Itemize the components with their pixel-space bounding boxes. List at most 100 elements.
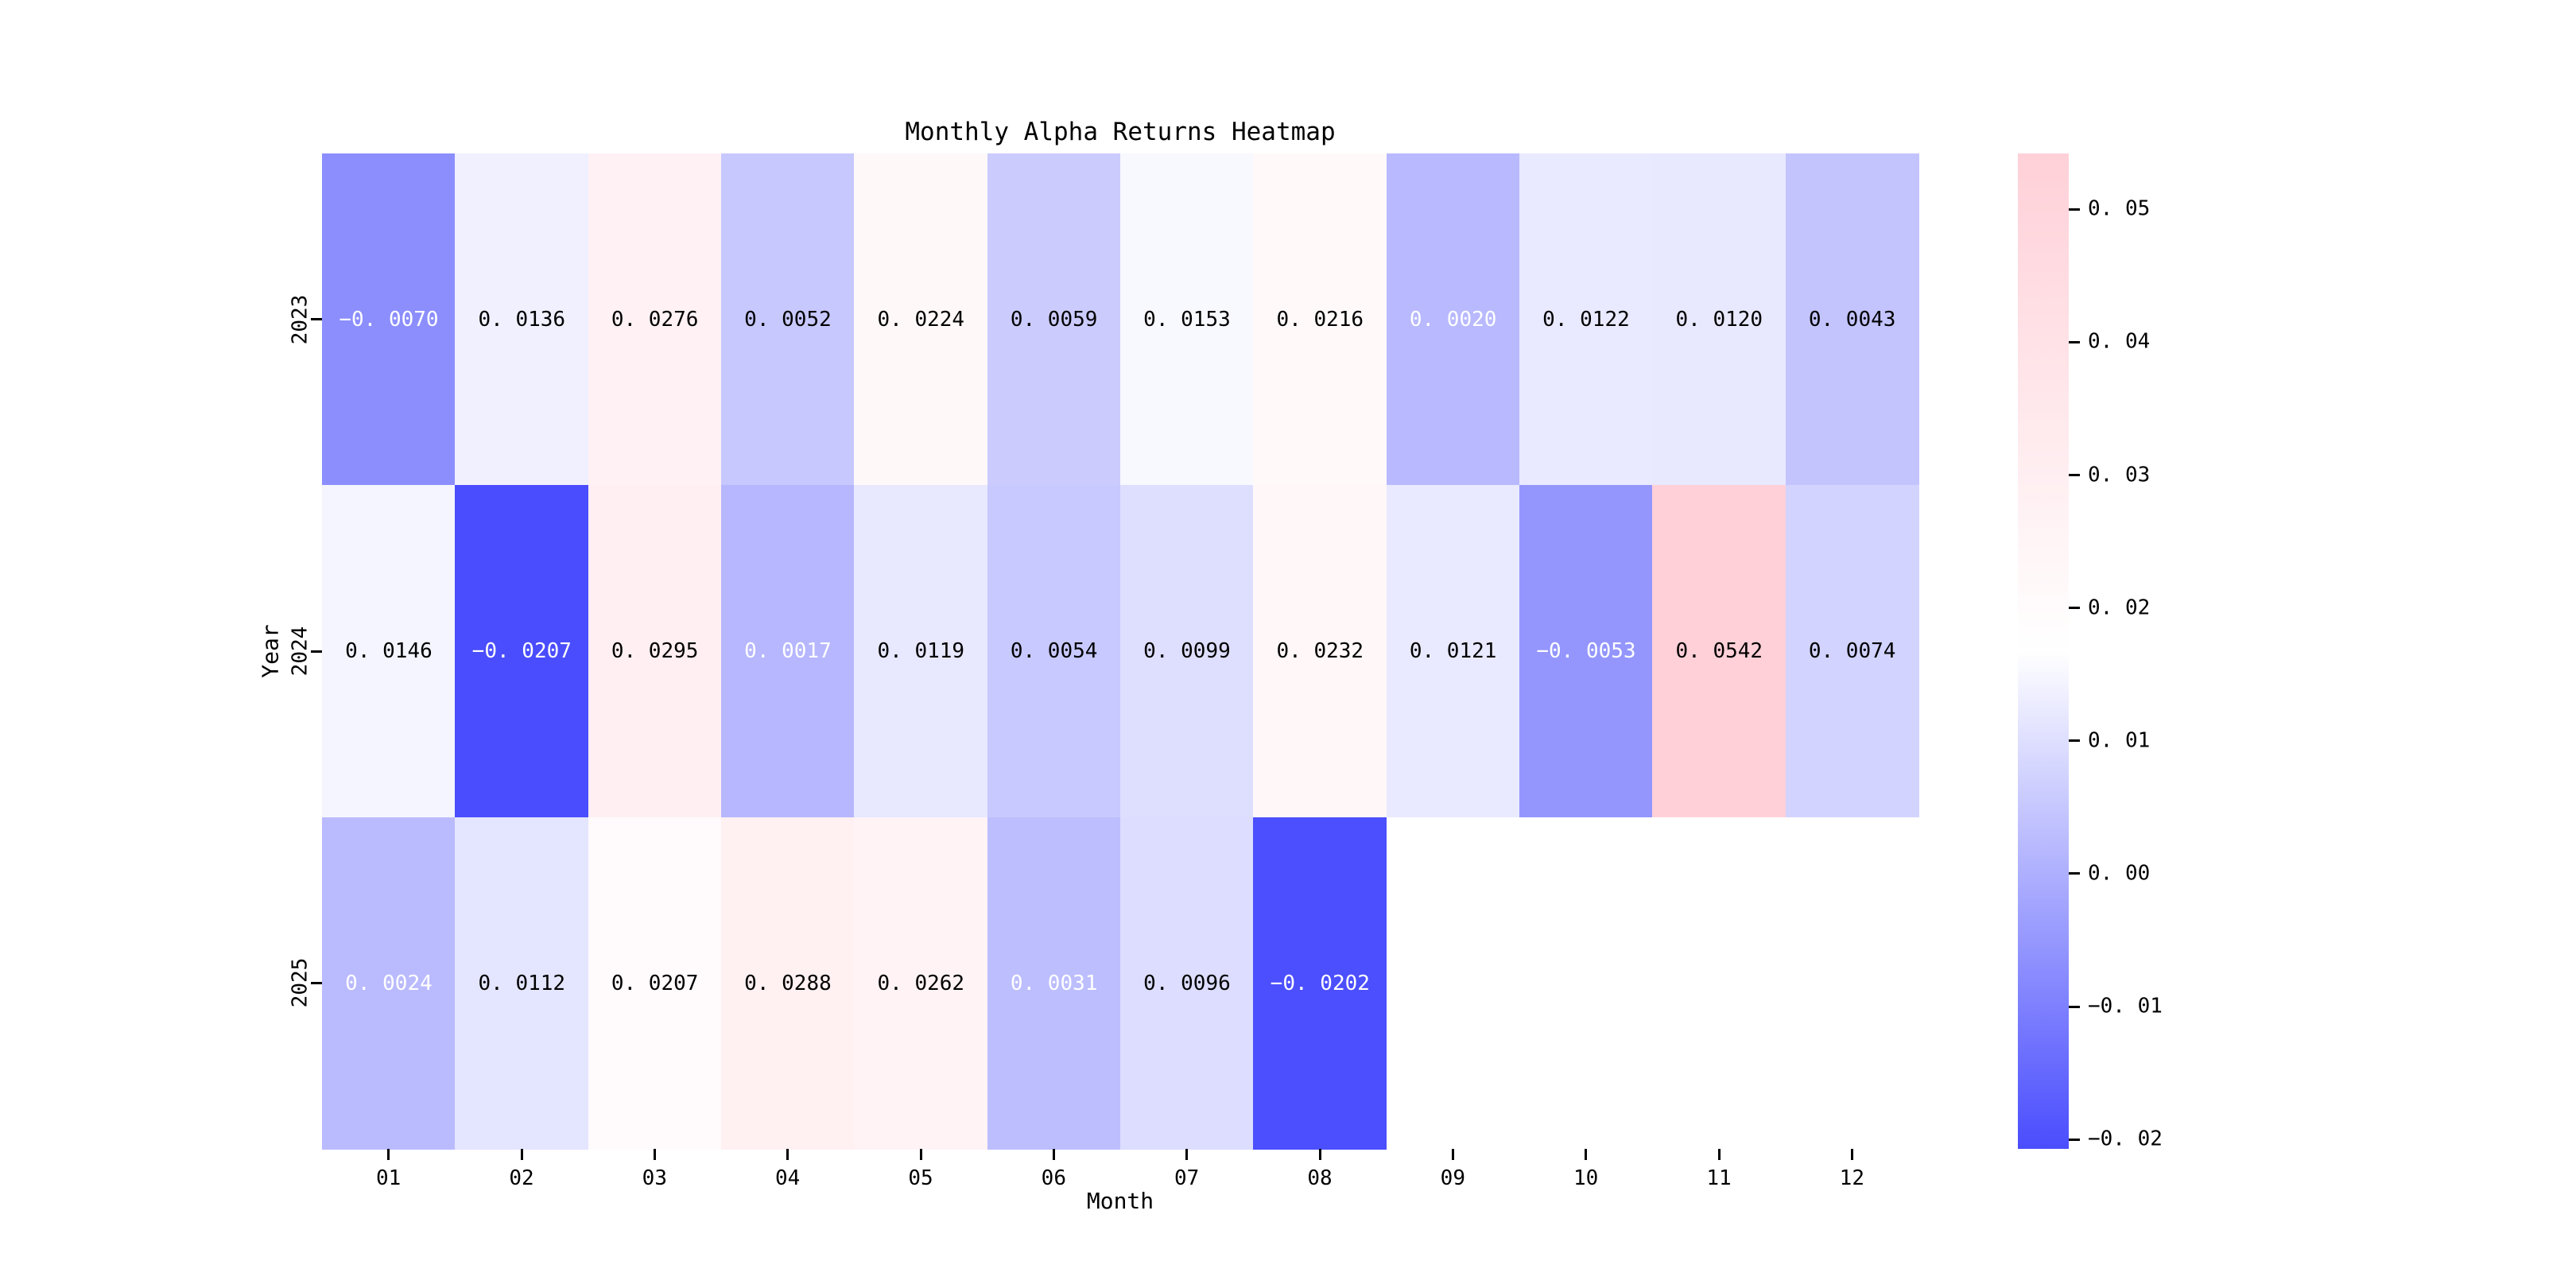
cell-value: 0. 0122 [1542, 307, 1630, 332]
heatmap-cell: −0. 0053 [1519, 485, 1653, 818]
cell-value: 0. 0043 [1808, 307, 1896, 332]
x-tick-label: 03 [642, 1166, 667, 1190]
cell-value: 0. 0224 [877, 307, 965, 332]
colorbar-tick-mark [2069, 208, 2080, 211]
x-tick-mark [1052, 1149, 1055, 1160]
x-tick-mark [919, 1149, 922, 1160]
x-axis-label: Month [1086, 1188, 1154, 1214]
cell-value: 0. 0276 [611, 307, 699, 332]
heatmap-cell: −0. 0202 [1253, 817, 1387, 1150]
y-tick-mark [311, 318, 322, 321]
heatmap-cell: 0. 0288 [721, 817, 855, 1150]
x-tick-label: 01 [376, 1166, 402, 1190]
heatmap-cell: 0. 0276 [588, 153, 722, 486]
colorbar-tick-label: 0. 05 [2088, 196, 2151, 221]
y-tick-mark [311, 650, 322, 653]
cell-value: 0. 0096 [1143, 971, 1231, 995]
heatmap-cell: 0. 0031 [987, 817, 1121, 1150]
heatmap-cell: 0. 0122 [1519, 153, 1653, 486]
colorbar-tick-mark [2069, 872, 2080, 875]
x-tick-mark [1318, 1149, 1321, 1160]
x-tick-label: 10 [1573, 1166, 1599, 1190]
cell-value: 0. 0216 [1276, 307, 1364, 332]
heatmap-cell: 0. 0120 [1652, 153, 1787, 486]
heatmap-cell: 0. 0262 [854, 817, 988, 1150]
heatmap-cell: 0. 0043 [1785, 153, 1919, 486]
x-tick-mark [1585, 1149, 1588, 1160]
x-tick-mark [1451, 1149, 1454, 1160]
y-tick-label: 2023 [288, 294, 312, 344]
cell-value: 0. 0542 [1675, 639, 1763, 664]
cell-value: 0. 0020 [1409, 307, 1497, 332]
heatmap-cell: 0. 0024 [322, 817, 456, 1150]
x-tick-mark [520, 1149, 523, 1160]
cell-value: 0. 0074 [1808, 639, 1896, 664]
cell-value: 0. 0120 [1675, 307, 1763, 332]
x-tick-label: 04 [775, 1166, 801, 1190]
colorbar-tick-label: 0. 04 [2088, 329, 2151, 354]
x-tick-mark [1850, 1149, 1853, 1160]
cell-value: 0. 0024 [345, 971, 433, 995]
heatmap-cell: 0. 0099 [1120, 485, 1254, 818]
cell-value: 0. 0119 [877, 639, 965, 664]
cell-value: 0. 0232 [1276, 639, 1364, 664]
colorbar-tick-label: 0. 03 [2088, 462, 2151, 487]
x-tick-mark [387, 1149, 390, 1160]
heatmap-cell: 0. 0119 [854, 485, 988, 818]
heatmap-cell: 0. 0136 [455, 153, 589, 486]
colorbar-tick-mark [2069, 1138, 2080, 1141]
heatmap-cell: 0. 0207 [588, 817, 722, 1150]
heatmap-cell: 0. 0295 [588, 485, 722, 818]
x-tick-mark [653, 1149, 656, 1160]
colorbar-gradient [2018, 153, 2069, 1149]
cell-value: −0. 0207 [471, 639, 572, 664]
x-tick-label: 08 [1307, 1166, 1333, 1190]
cell-value: 0. 0146 [345, 639, 433, 664]
y-tick-mark [311, 981, 322, 984]
heatmap-cell: 0. 0224 [854, 153, 988, 486]
cell-value: 0. 0112 [478, 971, 566, 995]
colorbar-tick-mark [2069, 340, 2080, 343]
y-axis-label: Year [257, 624, 284, 678]
cell-value: −0. 0202 [1270, 971, 1370, 995]
colorbar-tick-mark [2069, 1005, 2080, 1008]
cell-value: 0. 0153 [1143, 307, 1231, 332]
heatmap-cell: 0. 0542 [1652, 485, 1787, 818]
colorbar-tick-label: 0. 02 [2088, 596, 2151, 620]
cell-value: 0. 0054 [1010, 639, 1098, 664]
heatmap-grid: −0. 0070 0. 0136 0. 0276 0. 0052 0. 0224 0. 0… [322, 153, 1919, 1150]
x-tick-mark [1185, 1149, 1189, 1160]
x-tick-mark [1717, 1149, 1721, 1160]
heatmap-cell: −0. 0070 [322, 153, 456, 486]
heatmap-cell: 0. 0153 [1120, 153, 1254, 486]
cell-value: 0. 0017 [744, 639, 832, 664]
cell-value: 0. 0121 [1409, 639, 1497, 664]
heatmap-cell: 0. 0216 [1253, 153, 1387, 486]
x-tick-label: 05 [908, 1166, 933, 1190]
chart-title: Monthly Alpha Returns Heatmap [905, 118, 1336, 146]
x-tick-label: 12 [1839, 1166, 1864, 1190]
y-tick-label: 2025 [288, 958, 312, 1008]
cell-value: 0. 0059 [1010, 307, 1098, 332]
colorbar-tick-mark [2069, 739, 2080, 743]
cell-value: 0. 0295 [611, 639, 699, 664]
cell-value: 0. 0262 [877, 971, 965, 995]
x-tick-label: 11 [1706, 1166, 1732, 1190]
colorbar-tick-label: −0. 02 [2088, 1127, 2163, 1151]
x-tick-mark [786, 1149, 789, 1160]
heatmap-cell: 0. 0054 [987, 485, 1121, 818]
heatmap-cell: 0. 0232 [1253, 485, 1387, 818]
heatmap-cell: 0. 0052 [721, 153, 855, 486]
heatmap-cell: 0. 0074 [1785, 485, 1919, 818]
y-tick-label: 2024 [288, 626, 312, 677]
colorbar-tick-label: −0. 01 [2088, 994, 2163, 1018]
heatmap-cell: −0. 0207 [455, 485, 589, 818]
heatmap-cell: 0. 0020 [1386, 153, 1520, 486]
x-tick-label: 02 [509, 1166, 534, 1190]
heatmap-cell: 0. 0017 [721, 485, 855, 818]
colorbar-tick-label: 0. 01 [2088, 728, 2151, 753]
cell-value: −0. 0070 [339, 307, 439, 332]
colorbar-tick-label: 0. 00 [2088, 861, 2151, 886]
heatmap-cell: 0. 0121 [1386, 485, 1520, 818]
